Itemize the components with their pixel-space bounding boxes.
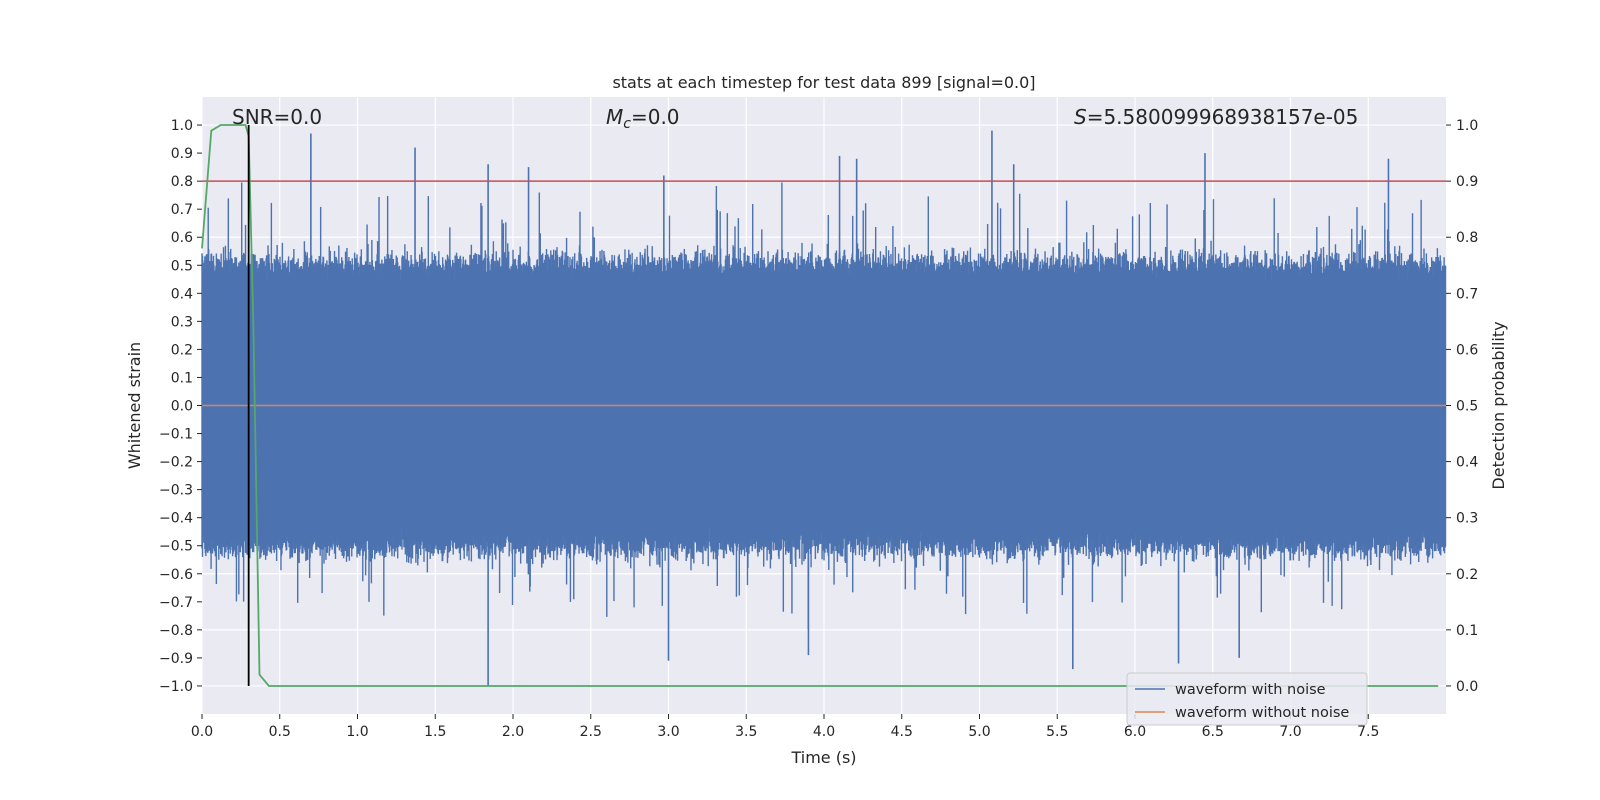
mc-value: =0.0: [631, 105, 680, 129]
y-tick-label-8: 0.2: [171, 342, 193, 358]
y-tick-label-16: −0.6: [159, 567, 193, 583]
x-tick-label-5: 2.5: [580, 724, 602, 740]
y2-axis-ticks: 1.0 0.9 0.8 0.7 0.6 0.5 0.4 0.3 0.2 0.1 0.0: [1446, 118, 1478, 695]
x-tick-label-13: 6.5: [1202, 724, 1224, 740]
y-tick-label-5: 0.5: [171, 258, 193, 274]
x-tick-label-6: 3.0: [657, 724, 679, 740]
y-tick-label-20: −1.0: [159, 679, 193, 695]
x-tick-label-8: 4.0: [813, 724, 835, 740]
y-tick-label-10: 0.0: [171, 399, 193, 415]
y-tick-label-12: −0.2: [159, 455, 193, 471]
y-tick-label-9: 0.1: [171, 370, 193, 386]
y2-tick-label-9: 0.1: [1456, 623, 1478, 639]
x-tick-label-2: 1.0: [346, 724, 368, 740]
y2-tick-label-10: 0.0: [1456, 679, 1478, 695]
x-tick-label-9: 4.5: [891, 724, 913, 740]
x-tick-label-0: 0.0: [191, 724, 213, 740]
x-tick-label-4: 2.0: [502, 724, 524, 740]
y-tick-label-14: −0.4: [159, 511, 193, 527]
x-axis-label: Time (s): [790, 748, 856, 767]
y2-tick-label-6: 0.4: [1456, 455, 1478, 471]
y-tick-label-19: −0.9: [159, 651, 193, 667]
series-waveform-with-noise: [201, 130, 1447, 686]
x-tick-label-15: 7.5: [1357, 724, 1379, 740]
legend-box: [1126, 672, 1368, 726]
y2-tick-label-0: 1.0: [1456, 118, 1478, 134]
series-lines: [201, 124, 1446, 687]
y-tick-label-18: −0.8: [159, 623, 193, 639]
y-tick-label-6: 0.4: [171, 286, 193, 302]
y2-tick-label-1: 0.9: [1456, 174, 1478, 190]
x-tick-label-7: 3.5: [735, 724, 757, 740]
y-tick-label-4: 0.6: [171, 230, 193, 246]
y-axis-label: Whitened strain: [125, 342, 144, 469]
legend-label-with-noise: waveform with noise: [1175, 682, 1326, 698]
y-axis-ticks: 1.0 0.9 0.8 0.7 0.6 0.5 0.4 0.3 0.2 0.1 0.0 −0.1 −0.…: [159, 118, 202, 695]
y2-tick-label-7: 0.3: [1456, 511, 1478, 527]
legend-label-without-noise: waveform without noise: [1175, 705, 1349, 721]
s-symbol: S: [1074, 105, 1087, 129]
x-axis-ticks: 0.0 0.5 1.0 1.5 2.0 2.5 3.0 3.5 4.0 4.5 5.0 5.5 6.0 6…: [191, 714, 1379, 740]
legend: waveform with noise waveform without noi…: [1126, 672, 1368, 726]
y2-tick-label-8: 0.2: [1456, 567, 1478, 583]
x-tick-label-12: 6.0: [1124, 724, 1146, 740]
y2-tick-label-4: 0.6: [1456, 342, 1478, 358]
x-tick-label-1: 0.5: [269, 724, 291, 740]
s-value: =5.580099968938157e-05: [1087, 105, 1359, 129]
y-tick-label-15: −0.5: [159, 539, 193, 555]
annotation-snr: SNR=0.0: [232, 105, 322, 129]
annotation-s: S=5.580099968938157e-05: [1074, 105, 1358, 129]
y-tick-label-17: −0.7: [159, 595, 193, 611]
y-tick-label-3: 0.7: [171, 202, 193, 218]
chart-title: stats at each timestep for test data 899…: [612, 73, 1035, 92]
y-tick-label-2: 0.8: [171, 174, 193, 190]
x-tick-label-14: 7.0: [1279, 724, 1301, 740]
y-tick-label-1: 0.9: [171, 146, 193, 162]
y2-tick-label-5: 0.5: [1456, 399, 1478, 415]
mc-symbol: M: [606, 105, 623, 129]
y2-tick-label-2: 0.8: [1456, 230, 1478, 246]
mc-subscript: c: [623, 116, 631, 132]
x-tick-label-3: 1.5: [424, 724, 446, 740]
y2-tick-label-3: 0.7: [1456, 286, 1478, 302]
x-tick-label-10: 5.0: [968, 724, 990, 740]
y2-axis-label: Detection probability: [1489, 321, 1508, 489]
y-tick-label-11: −0.1: [159, 427, 193, 443]
y-tick-label-0: 1.0: [171, 118, 193, 134]
y-tick-label-7: 0.3: [171, 314, 193, 330]
annotation-chirp-mass: Mc=0.0: [606, 105, 680, 132]
y-tick-label-13: −0.3: [159, 483, 193, 499]
x-tick-label-11: 5.5: [1046, 724, 1068, 740]
